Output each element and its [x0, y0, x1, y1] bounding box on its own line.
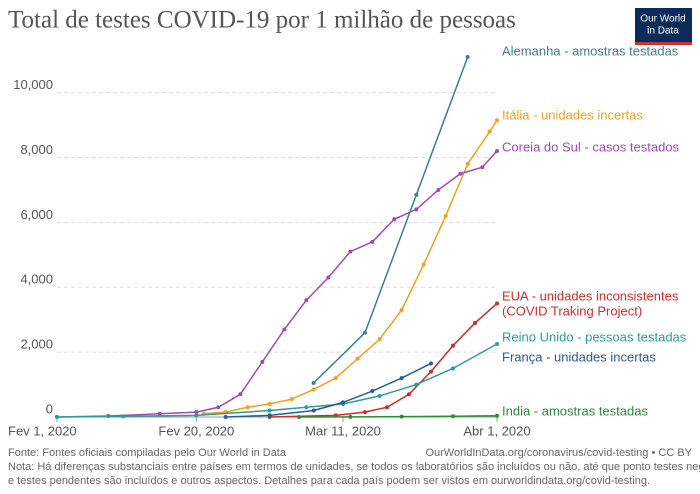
y-tick-label: 0: [46, 401, 53, 416]
x-tick-label: Fev 20, 2020: [158, 423, 234, 438]
point: [311, 387, 316, 392]
point: [451, 414, 455, 419]
point: [311, 408, 316, 413]
point: [260, 359, 265, 364]
source: Fonte: Fontes oficiais compiladas pelo O…: [8, 447, 287, 459]
point: [414, 192, 419, 197]
point: [289, 397, 294, 402]
point: [216, 405, 221, 410]
point: [267, 413, 272, 418]
series-line: [313, 56, 469, 384]
point: [392, 217, 397, 222]
point: [223, 415, 228, 419]
point: [443, 213, 448, 218]
point: [377, 393, 382, 398]
y-tick-label: 2,000: [20, 337, 53, 352]
point: [451, 366, 455, 371]
point: [458, 171, 463, 176]
point: [480, 165, 485, 170]
point: [194, 410, 199, 415]
point: [326, 275, 331, 280]
point: [304, 405, 309, 410]
point: [245, 405, 250, 410]
url: OurWorldInData.org/coronavirus/covid-tes…: [425, 447, 692, 459]
point: [194, 413, 199, 418]
y-tick-label: 8,000: [20, 142, 53, 157]
point: [363, 330, 367, 335]
series-line: [269, 302, 498, 418]
point: [370, 239, 375, 244]
point: [399, 376, 404, 381]
x-tick-label: Mar 11, 2020: [305, 423, 381, 438]
point: [495, 118, 499, 123]
y-tick-label: 4,000: [20, 272, 53, 287]
series-label: Itália - unidades incertas: [502, 107, 643, 122]
point: [377, 337, 382, 342]
series-label: Alemanha - amostras testadas: [502, 43, 679, 58]
point: [341, 400, 345, 405]
series-label: França - unidades incertas: [502, 349, 656, 364]
point: [429, 369, 433, 374]
point: [348, 249, 353, 254]
point: [421, 262, 426, 267]
point: [311, 380, 316, 385]
point: [429, 361, 433, 366]
point: [238, 392, 243, 397]
series-label: Coreia do Sul - casos testados: [502, 139, 680, 154]
y-tick-label: 6,000: [20, 207, 53, 222]
y-tick-label: 10,000: [13, 77, 53, 92]
point: [495, 301, 499, 306]
series-label-note: (COVID Traking Project): [502, 303, 642, 318]
point: [55, 415, 59, 419]
logo-box: [635, 8, 692, 45]
point: [363, 410, 367, 415]
point: [370, 389, 375, 394]
note: Nota: Há diferenças substanciais entre p…: [8, 461, 700, 473]
point: [487, 129, 492, 134]
point: [333, 376, 338, 381]
chart-title: Total de testes COVID-19 por 1 milhão de…: [8, 7, 516, 34]
note: e testes pendentes são incluídos e outro…: [8, 475, 650, 487]
point: [495, 149, 499, 154]
point: [304, 298, 309, 303]
logo-text: Our World: [640, 14, 685, 25]
series-line: [56, 343, 498, 418]
point: [282, 327, 287, 332]
logo-underline: [635, 42, 692, 45]
point: [414, 207, 419, 212]
point: [399, 414, 404, 419]
point: [407, 392, 411, 397]
point: [355, 356, 360, 361]
point: [451, 343, 455, 348]
x-tick-label: Abr 1, 2020: [463, 423, 530, 438]
point: [473, 320, 477, 325]
point: [385, 405, 389, 410]
point: [121, 414, 125, 419]
point: [495, 413, 499, 418]
point: [465, 162, 470, 167]
point: [157, 411, 162, 416]
point: [297, 415, 301, 419]
point: [414, 382, 419, 387]
series-label: Reino Unido - pessoas testadas: [502, 329, 687, 344]
point: [267, 408, 272, 413]
point: [495, 342, 499, 347]
point: [348, 414, 353, 419]
point: [267, 402, 272, 407]
point: [465, 54, 470, 59]
logo-text: in Data: [647, 26, 679, 37]
series-label: India - amostras testadas: [502, 403, 648, 418]
series-line: [56, 150, 498, 418]
series-label: EUA - unidades inconsistentes: [502, 288, 679, 303]
point: [399, 307, 404, 312]
x-tick-label: Fev 1, 2020: [8, 423, 77, 438]
point: [436, 187, 441, 192]
